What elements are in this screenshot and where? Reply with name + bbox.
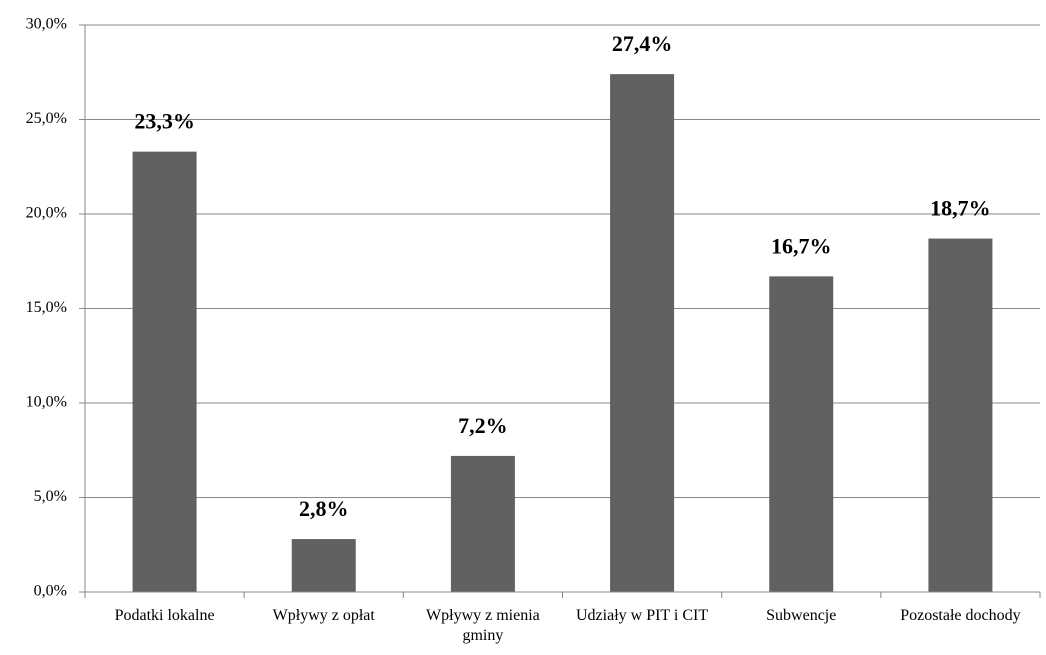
x-tick-label: Udziały w PIT i CIT [576,607,709,624]
x-tick-label: Podatki lokalne [114,607,215,624]
bar [610,74,675,592]
value-label: 27,4% [612,31,673,56]
value-label: 16,7% [771,233,832,258]
bar [450,455,515,592]
y-tick-label: 0,0% [34,583,67,600]
value-label: 7,2% [458,413,508,438]
y-tick-label: 30,0% [26,16,67,33]
y-tick-label: 10,0% [26,394,67,411]
bar [928,238,993,592]
bar [291,539,356,592]
bar [132,151,197,592]
value-label: 2,8% [299,496,349,521]
y-tick-label: 5,0% [34,488,67,505]
x-tick-label: Pozostałe dochody [900,607,1021,624]
x-tick-label: Wpływy z mienia gminy [426,607,540,644]
value-label: 23,3% [134,109,195,134]
x-tick-label: Subwencje [766,607,837,624]
y-tick-label: 20,0% [26,205,67,222]
y-tick-label: 25,0% [26,110,67,127]
bar [769,276,834,592]
value-label: 18,7% [930,196,991,221]
y-tick-label: 15,0% [26,299,67,316]
x-tick-label: Wpływy z opłat [272,607,375,624]
